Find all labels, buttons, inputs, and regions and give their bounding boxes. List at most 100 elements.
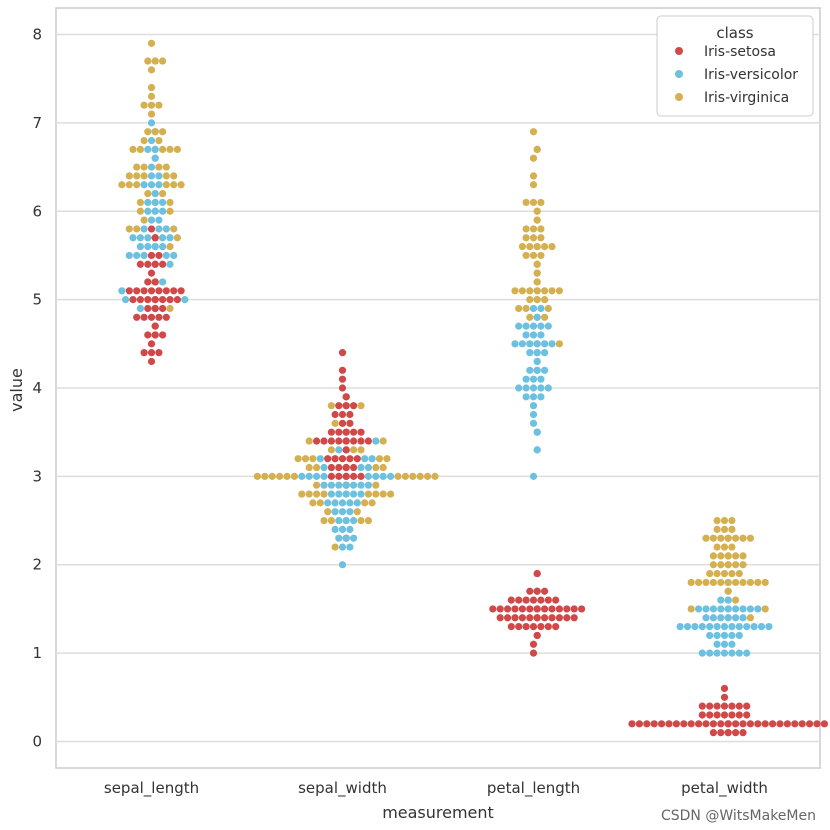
data-point	[159, 278, 167, 286]
data-point	[151, 207, 159, 215]
data-point	[327, 428, 335, 436]
y-tick-label: 7	[32, 114, 42, 132]
data-point	[147, 101, 156, 109]
data-point	[151, 198, 159, 207]
data-point	[537, 384, 545, 392]
data-point	[136, 304, 144, 313]
data-point	[757, 623, 766, 631]
data-point	[364, 490, 372, 498]
data-point	[522, 596, 530, 604]
data-point	[511, 605, 519, 613]
data-point	[338, 349, 347, 357]
data-point	[379, 490, 387, 498]
data-point	[739, 729, 747, 737]
data-point	[746, 605, 755, 613]
data-point	[776, 720, 784, 728]
data-point	[783, 720, 792, 728]
data-point	[754, 578, 762, 587]
data-point	[541, 614, 549, 622]
data-point	[529, 596, 538, 604]
data-point	[401, 472, 409, 480]
data-point	[533, 296, 541, 304]
data-point	[133, 172, 141, 180]
data-point	[342, 428, 350, 436]
data-point	[544, 623, 552, 631]
data-point	[151, 322, 159, 330]
data-point	[732, 552, 740, 560]
data-point	[806, 720, 814, 728]
data-point	[338, 366, 347, 374]
data-point	[791, 720, 799, 728]
data-point	[379, 463, 387, 472]
data-point	[537, 234, 545, 242]
data-point	[724, 587, 732, 595]
data-point	[357, 516, 365, 525]
data-point	[746, 534, 755, 542]
data-point	[702, 614, 710, 622]
data-point	[294, 455, 302, 463]
data-point	[548, 605, 556, 613]
data-point	[155, 216, 163, 224]
data-point	[346, 543, 354, 551]
data-point	[375, 455, 384, 463]
data-point	[746, 720, 755, 728]
data-point	[357, 446, 365, 454]
data-point	[372, 472, 380, 480]
data-point	[522, 393, 530, 401]
data-point	[368, 499, 376, 507]
data-point	[735, 649, 743, 657]
data-point	[159, 304, 167, 313]
data-point	[529, 640, 538, 648]
data-point	[728, 525, 736, 533]
data-point	[533, 605, 541, 613]
data-point	[706, 649, 714, 657]
data-point	[720, 649, 729, 657]
data-point	[144, 331, 152, 339]
data-point	[724, 729, 732, 737]
data-point	[136, 198, 144, 207]
data-point	[125, 172, 133, 180]
data-point	[136, 234, 144, 242]
data-point	[724, 561, 732, 569]
data-point	[743, 649, 751, 657]
data-point	[372, 490, 380, 498]
data-point	[361, 455, 369, 463]
data-point	[283, 472, 291, 480]
data-point	[544, 322, 552, 330]
data-point	[140, 216, 148, 224]
watermark: CSDN @WitsMakeMen	[661, 808, 816, 824]
data-point	[147, 340, 156, 348]
data-point	[529, 154, 538, 162]
legend-box	[656, 15, 814, 117]
data-point	[563, 605, 571, 613]
data-point	[327, 472, 335, 480]
data-point	[724, 596, 732, 604]
data-point	[155, 172, 163, 180]
data-point	[350, 516, 358, 525]
data-point	[155, 349, 163, 357]
data-point	[346, 499, 354, 507]
data-point	[324, 499, 332, 507]
data-point	[522, 234, 530, 242]
data-point	[750, 623, 758, 631]
data-point	[140, 136, 148, 145]
data-point	[331, 455, 339, 463]
data-point	[320, 463, 328, 472]
data-point	[331, 410, 339, 419]
data-point	[529, 234, 538, 242]
data-point	[533, 260, 541, 268]
data-point	[709, 534, 718, 542]
data-point	[544, 384, 552, 392]
data-point	[570, 605, 578, 613]
data-point	[147, 83, 156, 92]
data-point	[170, 251, 178, 260]
data-point	[159, 57, 167, 65]
data-point	[548, 614, 556, 622]
data-point	[761, 720, 769, 728]
data-point	[309, 499, 317, 507]
data-point	[541, 349, 549, 357]
data-point	[709, 729, 718, 737]
data-point	[518, 605, 527, 613]
data-point	[563, 614, 571, 622]
y-tick-label: 3	[32, 467, 42, 485]
